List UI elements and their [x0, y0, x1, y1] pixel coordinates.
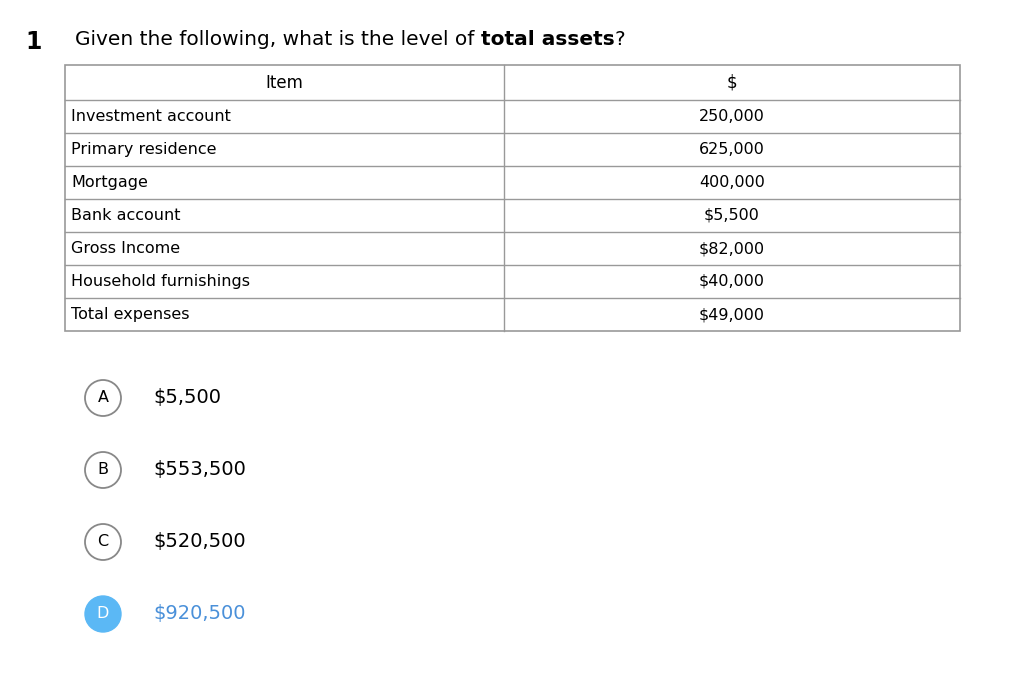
- Text: D: D: [97, 606, 110, 622]
- Text: Bank account: Bank account: [71, 208, 180, 223]
- Text: $40,000: $40,000: [698, 274, 765, 289]
- Text: 625,000: 625,000: [698, 142, 765, 157]
- Text: Investment account: Investment account: [71, 109, 230, 124]
- Text: $5,500: $5,500: [153, 388, 221, 407]
- Text: Mortgage: Mortgage: [71, 175, 147, 190]
- Text: Item: Item: [265, 73, 303, 91]
- Text: Total expenses: Total expenses: [71, 307, 189, 322]
- Text: 400,000: 400,000: [698, 175, 765, 190]
- Text: Household furnishings: Household furnishings: [71, 274, 250, 289]
- Text: $: $: [726, 73, 737, 91]
- Text: Gross Income: Gross Income: [71, 241, 180, 256]
- Text: B: B: [97, 462, 109, 477]
- Text: ?: ?: [614, 30, 625, 49]
- Text: 1: 1: [25, 30, 41, 54]
- Text: $82,000: $82,000: [698, 241, 765, 256]
- Text: total assets: total assets: [480, 30, 614, 49]
- Circle shape: [85, 596, 121, 632]
- Text: 250,000: 250,000: [698, 109, 765, 124]
- Text: $5,500: $5,500: [703, 208, 760, 223]
- Text: $49,000: $49,000: [698, 307, 765, 322]
- Text: C: C: [97, 534, 109, 549]
- Text: $520,500: $520,500: [153, 532, 246, 552]
- Text: A: A: [97, 390, 109, 405]
- Text: $920,500: $920,500: [153, 604, 246, 624]
- Text: Given the following, what is the level of: Given the following, what is the level o…: [75, 30, 480, 49]
- Bar: [65, 65, 961, 331]
- Text: Primary residence: Primary residence: [71, 142, 216, 157]
- Text: $553,500: $553,500: [153, 460, 246, 480]
